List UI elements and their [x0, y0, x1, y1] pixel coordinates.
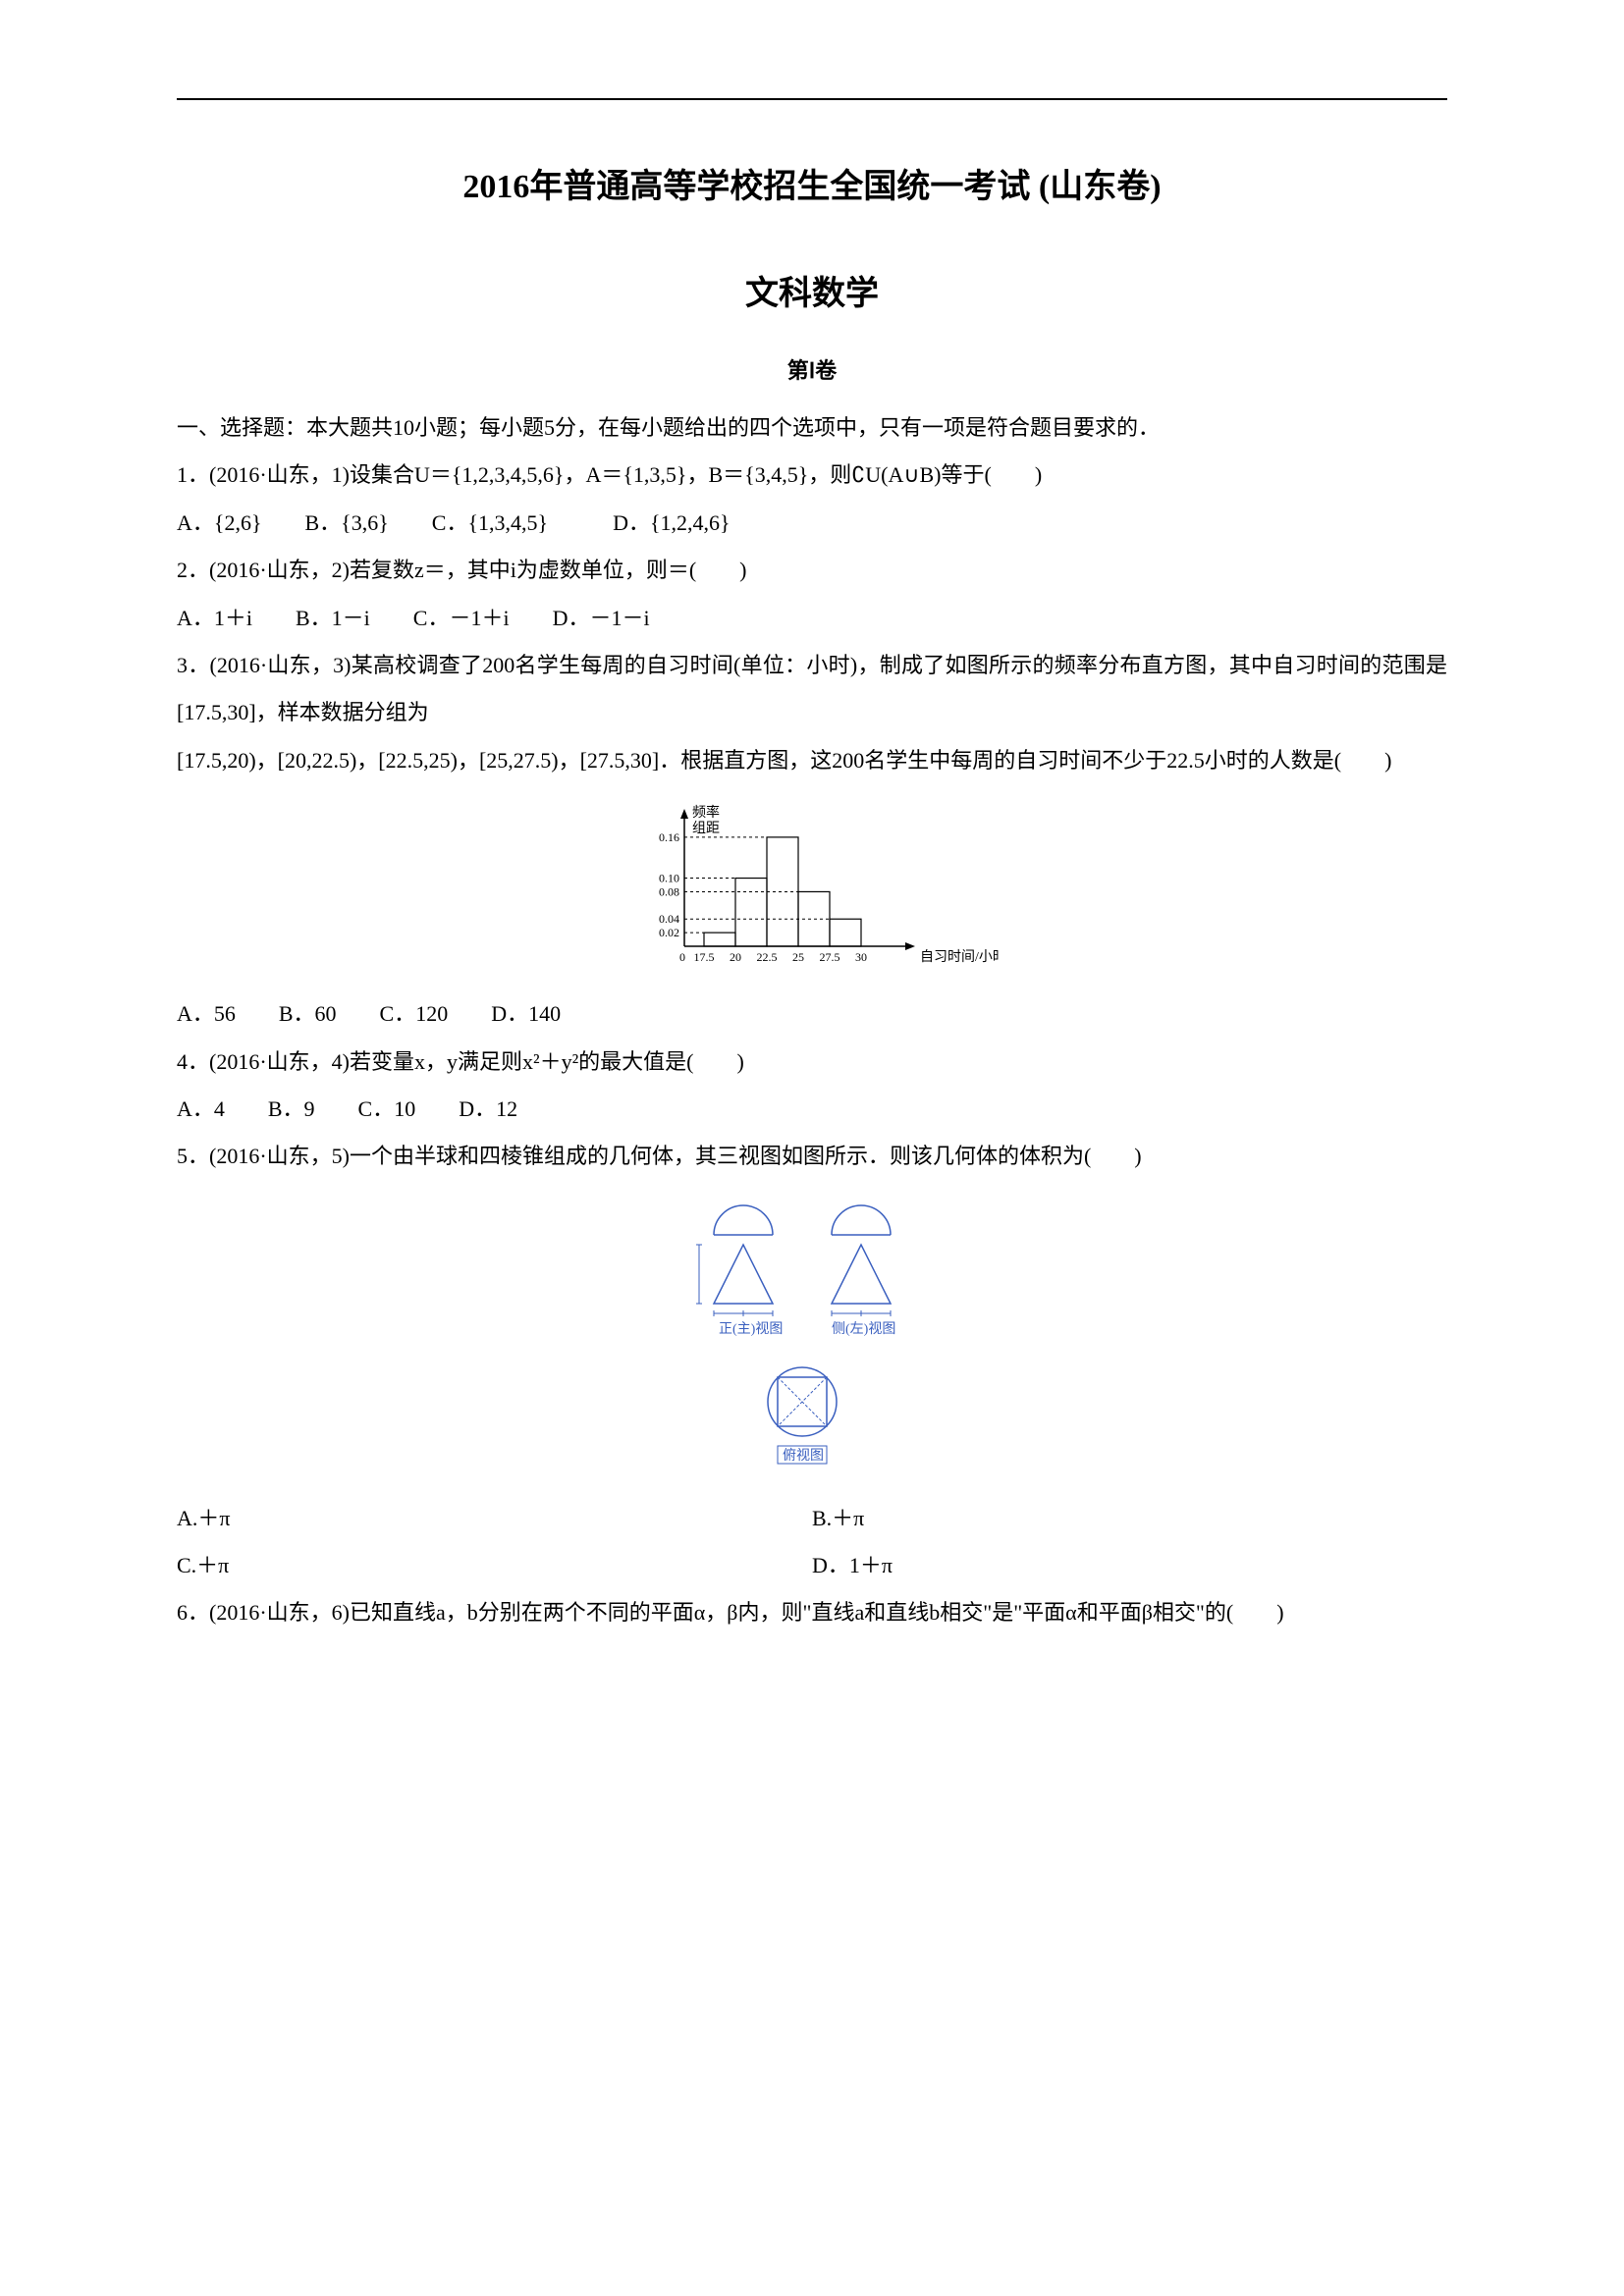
title-sub: 文科数学 — [177, 266, 1447, 314]
histogram-figure: 频率 组距 0.16 0.100.08 0.040.02 0 17.5 20 22.5 25… — [177, 799, 1447, 976]
svg-text:0.08: 0.08 — [659, 885, 679, 899]
svg-text:25: 25 — [792, 950, 804, 964]
three-view-svg: 正(主)视图 侧(左)视图 俯视图 — [675, 1196, 949, 1480]
y-label-top: 频率 — [692, 804, 720, 821]
y-label-bottom: 组距 — [692, 821, 720, 836]
q3-options: A．56 B．60 C．120 D．140 — [177, 990, 1447, 1038]
q5-opt-b: B.＋π — [812, 1495, 1447, 1542]
side-triangle — [832, 1245, 891, 1304]
q5-opt-d: D．1＋π — [812, 1542, 1447, 1589]
q5-opt-a: A.＋π — [177, 1495, 812, 1542]
x-ticks-group: 0 17.5 20 22.5 25 27.5 30 — [679, 950, 867, 964]
svg-text:17.5: 17.5 — [694, 950, 715, 964]
q3-stem-b: [17.5,20)，[20,22.5)，[22.5,25)，[25,27.5)，… — [177, 737, 1447, 784]
q1-options: A．{2,6} B．{3,6} C．{1,3,4,5} D．{1,2,4,6} — [177, 500, 1447, 547]
front-label: 正(主)视图 — [719, 1321, 783, 1337]
top-label: 俯视图 — [783, 1448, 824, 1464]
top-rule — [177, 98, 1447, 100]
q1-stem: 1．(2016·山东，1)设集合U＝{1,2,3,4,5,6}，A＝{1,3,5… — [177, 452, 1447, 499]
svg-text:0.16: 0.16 — [659, 830, 679, 844]
svg-text:30: 30 — [855, 950, 867, 964]
q2-stem: 2．(2016·山东，2)若复数z＝，其中i为虚数单位，则＝( ) — [177, 547, 1447, 594]
side-view: 侧(左)视图 — [832, 1205, 895, 1337]
side-hemisphere — [832, 1205, 891, 1235]
x-axis-label: 自习时间/小时 — [920, 949, 999, 965]
svg-text:27.5: 27.5 — [820, 950, 840, 964]
three-view-figure: 正(主)视图 侧(左)视图 俯视图 — [177, 1196, 1447, 1480]
q6-stem: 6．(2016·山东，6)已知直线a，b分别在两个不同的平面α，β内，则"直线a… — [177, 1589, 1447, 1636]
q5-opt-c: C.＋π — [177, 1542, 812, 1589]
svg-text:0.02: 0.02 — [659, 926, 679, 939]
section-label: 第Ⅰ卷 — [177, 353, 1447, 385]
svg-text:0: 0 — [679, 950, 685, 964]
side-label: 侧(左)视图 — [832, 1321, 895, 1337]
q4-stem: 4．(2016·山东，4)若变量x，y满足则x²＋y²的最大值是( ) — [177, 1039, 1447, 1086]
svg-text:0.10: 0.10 — [659, 872, 679, 885]
q5-options-row2: C.＋π D．1＋π — [177, 1542, 1447, 1589]
x-axis-arrow — [905, 942, 915, 950]
section-intro: 一、选择题：本大题共10小题；每小题5分，在每小题给出的四个选项中，只有一项是符… — [177, 404, 1447, 452]
top-view: 俯视图 — [768, 1367, 837, 1464]
q5-stem: 5．(2016·山东，5)一个由半球和四棱锥组成的几何体，其三视图如图所示．则该… — [177, 1133, 1447, 1180]
q5-options-row1: A.＋π B.＋π — [177, 1495, 1447, 1542]
svg-text:22.5: 22.5 — [757, 950, 778, 964]
q2-options: A．1＋i B．1－i C．－1＋i D．－1－i — [177, 595, 1447, 642]
front-triangle — [714, 1245, 773, 1304]
front-hemisphere — [714, 1205, 773, 1235]
svg-text:0.04: 0.04 — [659, 912, 679, 926]
q4-options: A．4 B．9 C．10 D．12 — [177, 1086, 1447, 1133]
histogram-svg: 频率 组距 0.16 0.100.08 0.040.02 0 17.5 20 22.5 25… — [625, 799, 999, 976]
svg-text:20: 20 — [730, 950, 741, 964]
q3-stem-a: 3．(2016·山东，3)某高校调查了200名学生每周的自习时间(单位：小时)，… — [177, 642, 1447, 737]
front-view: 正(主)视图 — [696, 1205, 783, 1337]
y-axis-arrow — [680, 809, 688, 819]
title-main: 2016年普通高等学校招生全国统一考试 (山东卷) — [177, 159, 1447, 207]
